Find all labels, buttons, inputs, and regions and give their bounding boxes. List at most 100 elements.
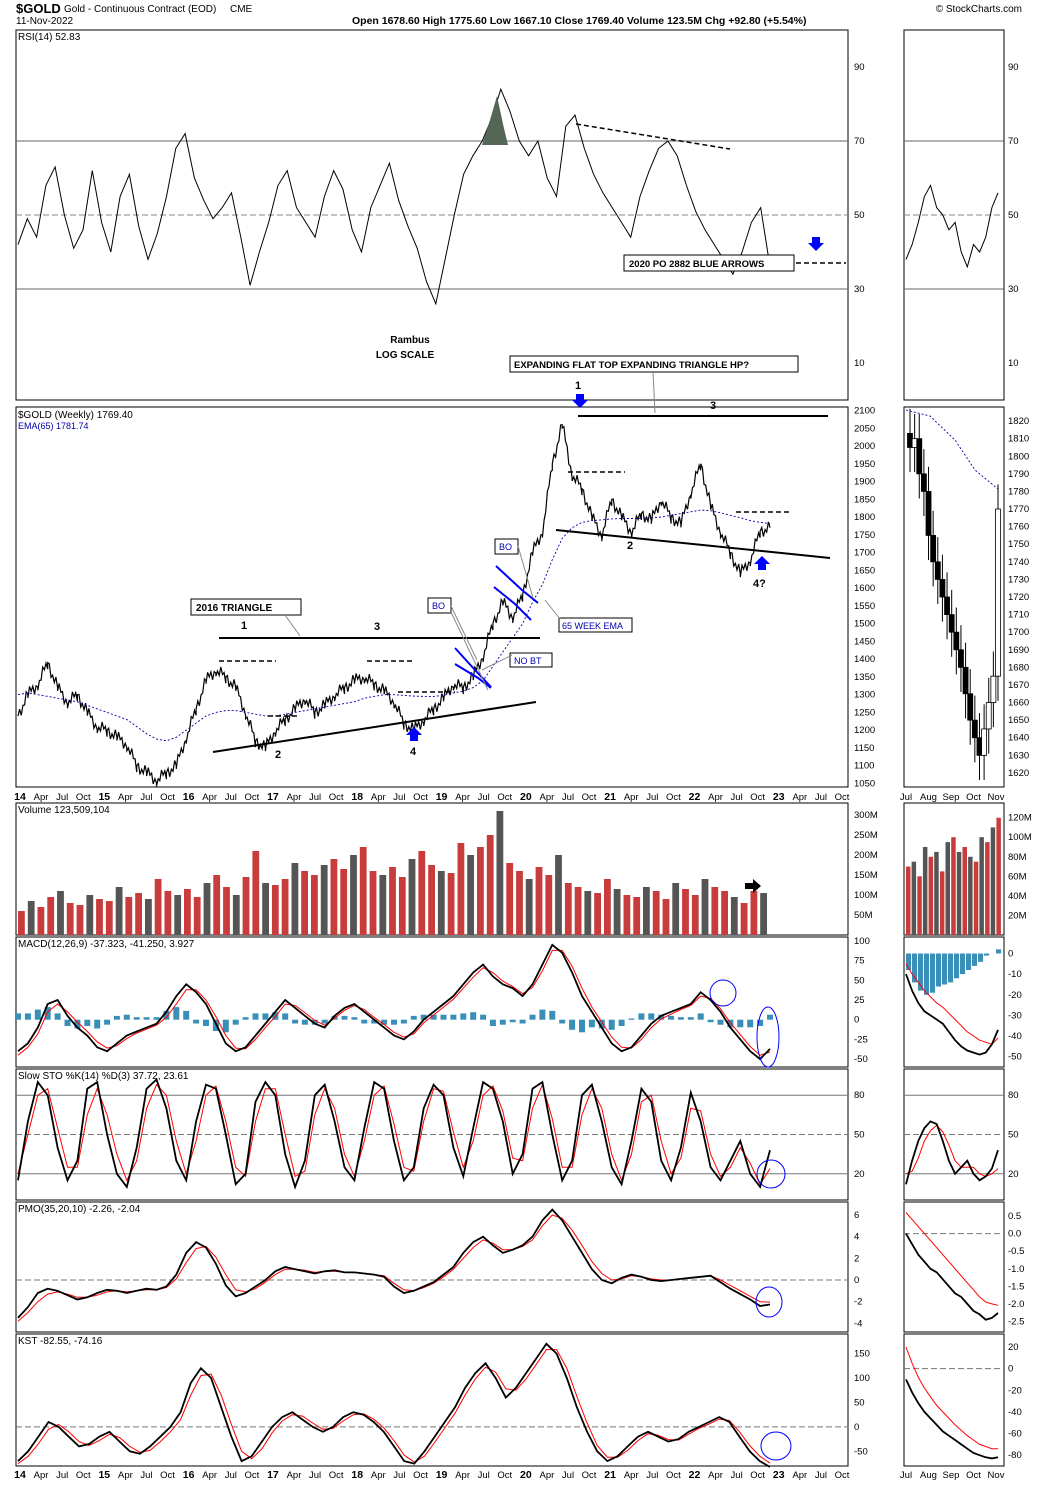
- macd-hist-bar: [222, 1019, 229, 1033]
- zoom-volume-y-tick: 60M: [1008, 871, 1027, 882]
- zoom-x-tick: Nov: [988, 792, 1005, 803]
- macd-y-tick: -50: [854, 1054, 868, 1065]
- macd-hist-bar: [687, 1017, 694, 1020]
- macd-hist-bar: [549, 1010, 556, 1020]
- zoom-price-y-tick: 1710: [1008, 610, 1029, 621]
- volume-bar: [477, 847, 484, 935]
- macd-hist-bar: [381, 1019, 388, 1025]
- zoom-rsi-y-tick: 70: [1008, 136, 1019, 147]
- zoom-x-tick: Sep: [943, 1470, 960, 1481]
- macd-hist-bar: [440, 1014, 447, 1020]
- x-tick-label: Jul: [56, 792, 68, 803]
- macd-hist-bar: [252, 1013, 259, 1020]
- point-1b: 1: [575, 380, 581, 392]
- macd-hist-bar: [460, 1013, 467, 1020]
- volume-bar: [330, 859, 338, 935]
- price-y-tick: 1450: [854, 636, 875, 647]
- bo2-flag: [493, 565, 539, 621]
- nobt-callout-line: [481, 654, 513, 671]
- volume-bar: [18, 911, 25, 935]
- pattern-text: EXPANDING FLAT TOP EXPANDING TRIANGLE HP…: [514, 360, 749, 371]
- chart-date: 11-Nov-2022: [16, 16, 74, 27]
- x-tick-label-bottom: Jul: [562, 1470, 574, 1481]
- macd-hist-bar: [203, 1019, 209, 1026]
- pmo-y-tick: -4: [854, 1318, 862, 1329]
- macd-hist-bar: [559, 1019, 566, 1024]
- price-series-line: [17, 424, 771, 787]
- x-tick-label: Jul: [225, 792, 237, 803]
- sto-label: Slow STO %K(14) %D(3) 37.72, 23.61: [18, 1071, 189, 1082]
- x-tick-label-bottom: Apr: [455, 1470, 470, 1481]
- macd-hist-bar: [24, 1013, 31, 1020]
- x-tick-label: 22: [689, 791, 701, 803]
- zoom-price-y-tick: 1770: [1008, 504, 1029, 515]
- macd-hist-bar: [499, 1019, 506, 1025]
- kst-highlight-circle: [760, 1431, 792, 1461]
- x-tick-label: Oct: [582, 792, 597, 803]
- macd-hist-bar: [400, 1019, 407, 1024]
- zoom-candle-body: [985, 702, 992, 730]
- x-tick-label-bottom: Oct: [666, 1470, 681, 1481]
- macd-hist-bar: [697, 1013, 704, 1020]
- point-4b: 4?: [753, 578, 766, 590]
- arrow-up-icon: [754, 556, 770, 570]
- x-tick-label: Apr: [371, 792, 386, 803]
- zoom-price-y-tick: 1760: [1008, 522, 1029, 533]
- x-tick-label-bottom: Oct: [835, 1470, 850, 1481]
- macd-hist-bar: [598, 1019, 605, 1029]
- x-tick-label: Apr: [540, 792, 555, 803]
- zoom-price-y-tick: 1740: [1008, 557, 1029, 568]
- macd-hist-bar: [470, 1012, 477, 1020]
- macd-hist-bar: [54, 1013, 61, 1020]
- volume-bar: [740, 903, 748, 935]
- sto-y-tick: 20: [854, 1169, 865, 1180]
- rsi-divergence-line: [575, 123, 731, 150]
- x-tick-label-bottom: Jul: [309, 1470, 321, 1481]
- volume-bar: [525, 879, 533, 935]
- macd-hist-bar: [569, 1019, 576, 1030]
- volume-bar: [311, 875, 318, 935]
- x-tick-label: Apr: [202, 792, 217, 803]
- rsi-overbought-fill: [482, 96, 508, 145]
- x-tick-label: Oct: [76, 792, 91, 803]
- x-tick-label-bottom: Apr: [202, 1470, 217, 1481]
- volume-bar: [662, 899, 670, 935]
- x-tick-label-bottom: 16: [183, 1469, 195, 1481]
- zoom-volume-bar: [911, 861, 917, 935]
- bo2-text: BO: [499, 542, 512, 552]
- volume-label: Volume 123,509,104: [18, 805, 110, 816]
- zoom-sto-main-line: [905, 1120, 999, 1185]
- zoom-price-y-tick: 1820: [1008, 416, 1029, 427]
- price-y-tick: 1950: [854, 459, 875, 470]
- zoom-price-y-tick: 1660: [1008, 698, 1029, 709]
- copyright: © StockCharts.com: [936, 4, 1022, 15]
- sto-y-tick: 50: [854, 1130, 865, 1141]
- zoom-ema-line: [905, 409, 999, 490]
- macd-signal-line: [17, 949, 771, 1056]
- pmo-y-tick: 2: [854, 1253, 859, 1264]
- macd-hist-bar: [371, 1019, 378, 1024]
- macd-hist-bar: [173, 1007, 180, 1020]
- volume-bar: [291, 863, 299, 935]
- volume-y-tick: 200M: [854, 850, 878, 861]
- pattern-callout-line: [652, 371, 656, 414]
- volume-bar: [203, 883, 211, 935]
- volume-bar: [193, 897, 201, 935]
- volume-bar: [604, 879, 611, 935]
- volume-bar: [682, 889, 689, 935]
- volume-bar: [506, 863, 514, 935]
- macd-hist-bar: [677, 1017, 684, 1020]
- price-y-tick: 2100: [854, 406, 875, 417]
- zoom-kst-y-tick: 0: [1008, 1364, 1013, 1375]
- macd-hist-bar: [193, 1019, 200, 1024]
- zoom-volume-bar: [939, 871, 945, 935]
- price-y-tick: 1800: [854, 512, 875, 523]
- volume-bar: [37, 907, 45, 935]
- zoom-sto-y-tick: 50: [1008, 1130, 1019, 1141]
- x-tick-label: Apr: [792, 792, 807, 803]
- volume-bar: [691, 895, 699, 935]
- zoom-price-y-tick: 1780: [1008, 486, 1029, 497]
- macd-hist-bar: [133, 1017, 140, 1020]
- x-tick-label-bottom: Oct: [497, 1470, 512, 1481]
- zoom-macd-hist-bar: [930, 953, 936, 993]
